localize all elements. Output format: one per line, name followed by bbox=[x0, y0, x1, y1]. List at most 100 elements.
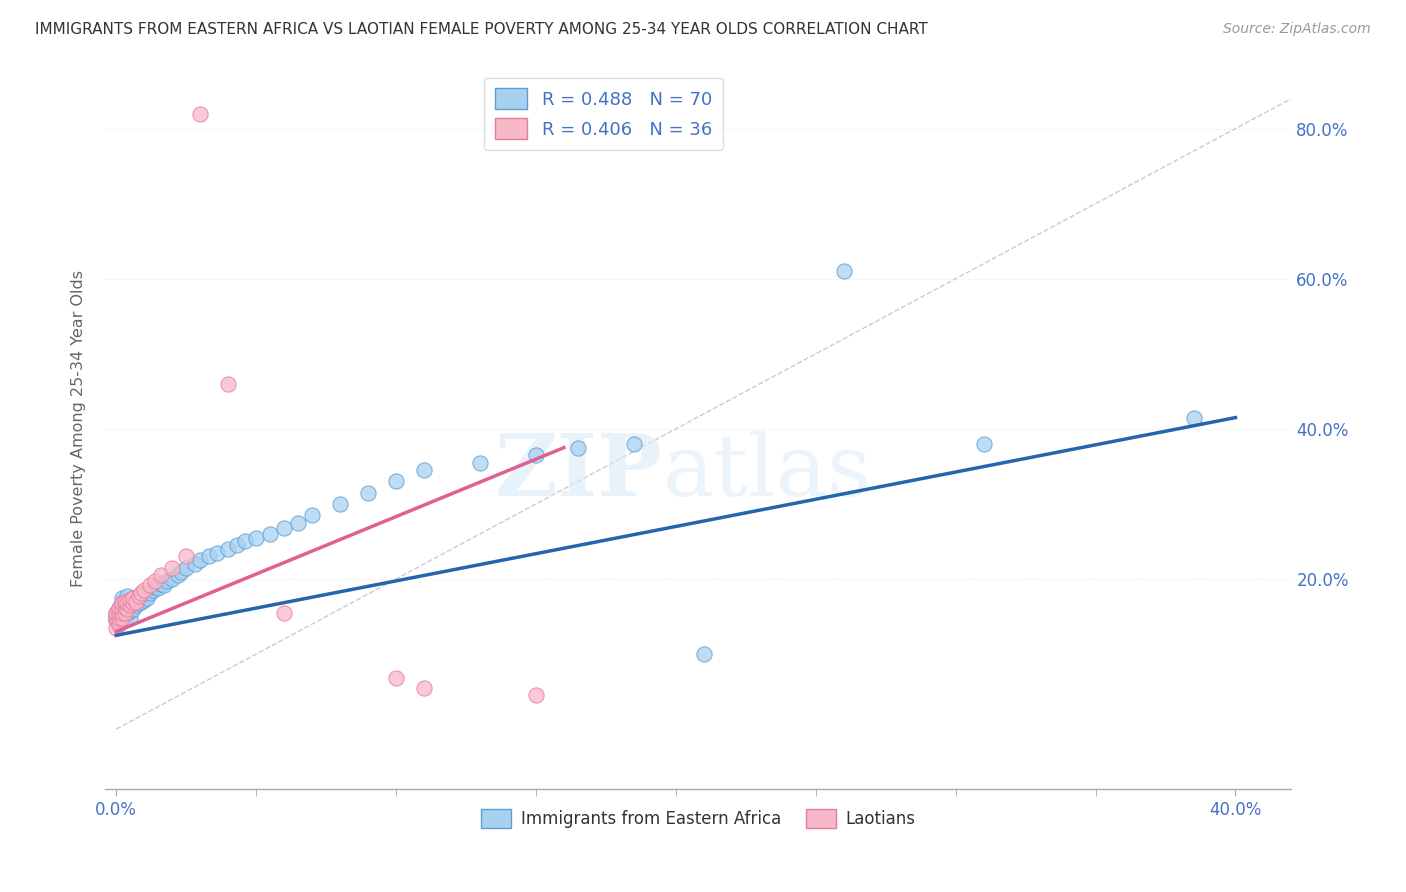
Point bbox=[117, 602, 139, 616]
Point bbox=[832, 264, 855, 278]
Point bbox=[143, 580, 166, 594]
Point bbox=[125, 594, 148, 608]
Point bbox=[468, 456, 491, 470]
Point bbox=[973, 437, 995, 451]
Point bbox=[301, 508, 323, 523]
Point bbox=[122, 602, 145, 616]
Point bbox=[287, 516, 309, 530]
Text: atlas: atlas bbox=[662, 431, 872, 514]
Point bbox=[128, 591, 150, 605]
Point bbox=[693, 647, 716, 661]
Point bbox=[385, 671, 408, 685]
Point bbox=[413, 463, 436, 477]
Point bbox=[160, 572, 183, 586]
Point bbox=[108, 611, 131, 625]
Point bbox=[108, 611, 131, 625]
Point bbox=[125, 599, 148, 613]
Point bbox=[142, 583, 165, 598]
Point bbox=[108, 617, 131, 632]
Point bbox=[125, 593, 148, 607]
Point bbox=[111, 611, 134, 625]
Point bbox=[114, 594, 136, 608]
Point bbox=[108, 606, 131, 620]
Point bbox=[139, 578, 162, 592]
Point bbox=[117, 594, 139, 608]
Point bbox=[188, 106, 211, 120]
Point bbox=[120, 604, 142, 618]
Point bbox=[122, 596, 145, 610]
Point bbox=[143, 574, 166, 588]
Point bbox=[131, 585, 153, 599]
Point bbox=[329, 497, 352, 511]
Point bbox=[155, 574, 177, 588]
Point bbox=[105, 609, 128, 624]
Point bbox=[117, 599, 139, 614]
Point bbox=[120, 593, 142, 607]
Point bbox=[169, 565, 191, 579]
Point bbox=[128, 596, 150, 610]
Point bbox=[152, 578, 174, 592]
Point bbox=[120, 611, 142, 625]
Point bbox=[259, 527, 281, 541]
Y-axis label: Female Poverty Among 25-34 Year Olds: Female Poverty Among 25-34 Year Olds bbox=[72, 270, 86, 587]
Point bbox=[131, 589, 153, 603]
Point bbox=[120, 599, 142, 613]
Point bbox=[623, 437, 645, 451]
Point bbox=[134, 593, 156, 607]
Point bbox=[149, 577, 172, 591]
Point bbox=[108, 600, 131, 615]
Point bbox=[114, 613, 136, 627]
Point bbox=[166, 568, 188, 582]
Point bbox=[108, 617, 131, 632]
Point bbox=[128, 589, 150, 603]
Point bbox=[105, 621, 128, 635]
Point bbox=[233, 534, 256, 549]
Point bbox=[567, 441, 589, 455]
Point bbox=[385, 475, 408, 489]
Point bbox=[273, 606, 295, 620]
Point bbox=[134, 587, 156, 601]
Point bbox=[357, 485, 380, 500]
Point bbox=[117, 589, 139, 603]
Point bbox=[122, 596, 145, 610]
Point bbox=[114, 602, 136, 616]
Point bbox=[117, 596, 139, 610]
Point bbox=[174, 549, 197, 564]
Point bbox=[108, 600, 131, 615]
Point bbox=[111, 594, 134, 608]
Point bbox=[217, 541, 239, 556]
Point bbox=[120, 599, 142, 613]
Point bbox=[111, 603, 134, 617]
Point bbox=[114, 596, 136, 610]
Point bbox=[122, 591, 145, 605]
Point bbox=[205, 546, 228, 560]
Point bbox=[111, 609, 134, 624]
Point bbox=[105, 609, 128, 624]
Point bbox=[111, 591, 134, 605]
Point bbox=[149, 568, 172, 582]
Text: Source: ZipAtlas.com: Source: ZipAtlas.com bbox=[1223, 22, 1371, 37]
Point bbox=[413, 681, 436, 695]
Point bbox=[114, 607, 136, 622]
Point bbox=[105, 606, 128, 620]
Point bbox=[524, 448, 547, 462]
Point bbox=[160, 560, 183, 574]
Point bbox=[217, 376, 239, 391]
Point bbox=[117, 606, 139, 620]
Point bbox=[111, 600, 134, 615]
Point bbox=[134, 583, 156, 598]
Point bbox=[188, 553, 211, 567]
Point bbox=[1182, 410, 1205, 425]
Point bbox=[111, 599, 134, 613]
Point bbox=[111, 596, 134, 610]
Point bbox=[108, 606, 131, 620]
Point bbox=[105, 613, 128, 627]
Point bbox=[197, 549, 219, 564]
Point bbox=[174, 560, 197, 574]
Point bbox=[183, 557, 205, 571]
Point bbox=[139, 585, 162, 599]
Point bbox=[114, 606, 136, 620]
Point bbox=[146, 581, 169, 595]
Point bbox=[225, 538, 247, 552]
Point bbox=[111, 606, 134, 620]
